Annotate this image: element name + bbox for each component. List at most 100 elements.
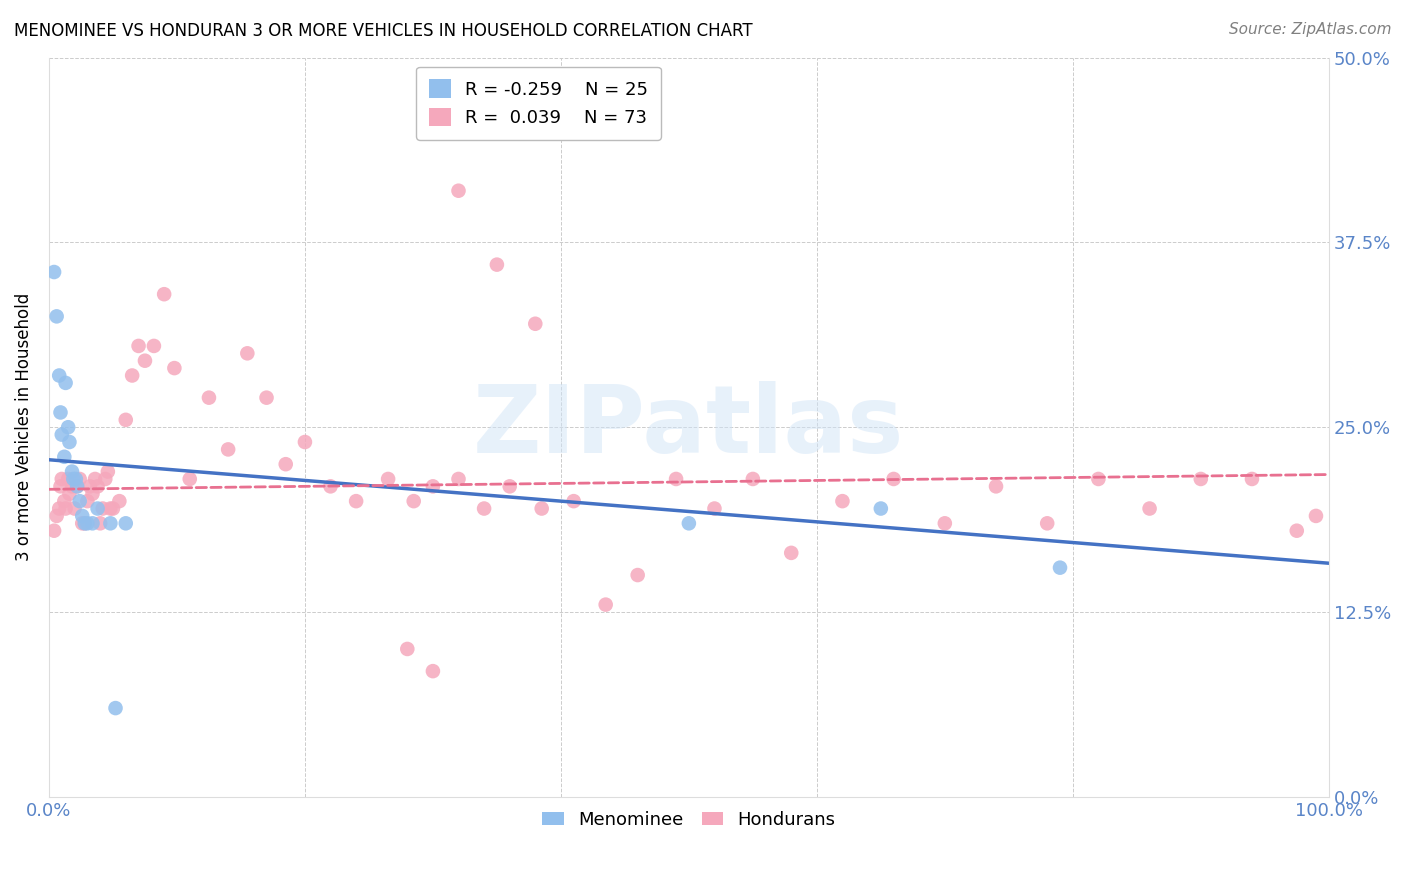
Point — [70, 508, 93, 523]
Point — [562, 494, 585, 508]
Point — [984, 479, 1007, 493]
Y-axis label: 3 or more Vehicles in Household: 3 or more Vehicles in Household — [15, 293, 32, 561]
Point — [114, 516, 136, 531]
Point — [396, 642, 419, 657]
Point — [58, 435, 80, 450]
Legend: Menominee, Hondurans: Menominee, Hondurans — [534, 804, 842, 836]
Point — [51, 472, 73, 486]
Point — [142, 339, 165, 353]
Point — [69, 494, 91, 508]
Point — [447, 184, 470, 198]
Point — [883, 472, 905, 486]
Point — [89, 516, 111, 531]
Point — [45, 310, 67, 324]
Point — [108, 494, 131, 508]
Point — [60, 465, 83, 479]
Point — [69, 472, 91, 486]
Text: ZIPatlas: ZIPatlas — [474, 381, 904, 474]
Point — [422, 664, 444, 678]
Point — [76, 494, 98, 508]
Point — [55, 501, 77, 516]
Point — [49, 479, 72, 493]
Point — [217, 442, 239, 457]
Text: Source: ZipAtlas.com: Source: ZipAtlas.com — [1229, 22, 1392, 37]
Point — [128, 339, 150, 353]
Point — [236, 346, 259, 360]
Point — [82, 516, 104, 531]
Point — [60, 479, 83, 493]
Point — [97, 465, 120, 479]
Point — [42, 524, 65, 538]
Point — [1240, 472, 1263, 486]
Point — [91, 501, 114, 516]
Point — [42, 265, 65, 279]
Point — [66, 479, 89, 493]
Point — [73, 516, 96, 531]
Point — [703, 501, 725, 516]
Point — [472, 501, 495, 516]
Point — [153, 287, 176, 301]
Point — [741, 472, 763, 486]
Point — [56, 420, 79, 434]
Point — [627, 568, 650, 582]
Point — [1305, 508, 1327, 523]
Point — [780, 546, 803, 560]
Point — [48, 368, 70, 383]
Point — [1139, 501, 1161, 516]
Point — [58, 487, 80, 501]
Point — [831, 494, 853, 508]
Point — [678, 516, 700, 531]
Point — [274, 457, 297, 471]
Point — [344, 494, 367, 508]
Point — [294, 435, 316, 450]
Point — [55, 376, 77, 390]
Point — [377, 472, 399, 486]
Point — [530, 501, 553, 516]
Point — [114, 413, 136, 427]
Point — [1285, 524, 1308, 538]
Point — [86, 501, 108, 516]
Point — [595, 598, 617, 612]
Point — [447, 472, 470, 486]
Point — [48, 501, 70, 516]
Point — [1049, 560, 1071, 574]
Point — [56, 472, 79, 486]
Point — [65, 472, 87, 486]
Point — [1189, 472, 1212, 486]
Point — [79, 479, 101, 493]
Point — [100, 501, 122, 516]
Point — [84, 472, 107, 486]
Point — [121, 368, 143, 383]
Point — [101, 501, 124, 516]
Point — [100, 516, 122, 531]
Point — [70, 516, 93, 531]
Point — [402, 494, 425, 508]
Point — [499, 479, 522, 493]
Point — [76, 516, 98, 531]
Point — [1036, 516, 1059, 531]
Point — [422, 479, 444, 493]
Point — [94, 472, 117, 486]
Point — [485, 258, 508, 272]
Point — [665, 472, 688, 486]
Point — [66, 479, 89, 493]
Point — [524, 317, 547, 331]
Point — [53, 494, 76, 508]
Text: MENOMINEE VS HONDURAN 3 OR MORE VEHICLES IN HOUSEHOLD CORRELATION CHART: MENOMINEE VS HONDURAN 3 OR MORE VEHICLES… — [14, 22, 752, 40]
Point — [256, 391, 278, 405]
Point — [53, 450, 76, 464]
Point — [62, 472, 84, 486]
Point — [86, 479, 108, 493]
Point — [869, 501, 891, 516]
Point — [45, 508, 67, 523]
Point — [73, 516, 96, 531]
Point — [49, 405, 72, 419]
Point — [163, 361, 186, 376]
Point — [134, 353, 156, 368]
Point — [104, 701, 127, 715]
Point — [179, 472, 201, 486]
Point — [934, 516, 956, 531]
Point — [82, 487, 104, 501]
Point — [51, 427, 73, 442]
Point — [1087, 472, 1109, 486]
